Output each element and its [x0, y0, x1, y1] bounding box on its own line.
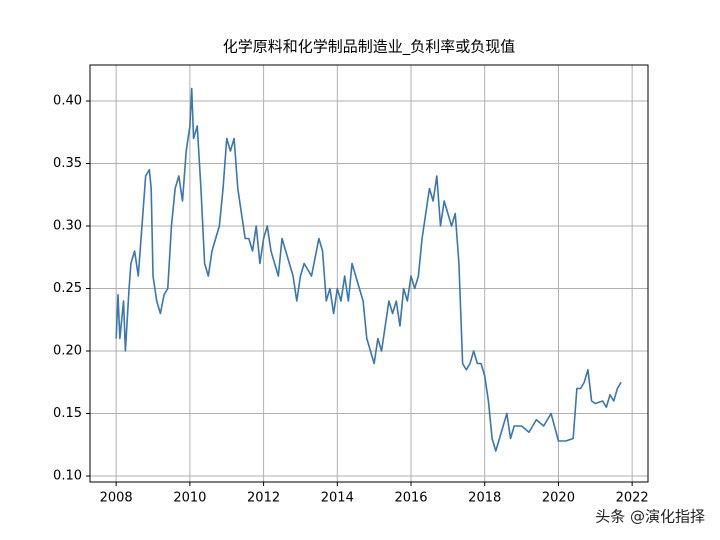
y-tick-label: 0.15: [53, 406, 82, 421]
x-tick-label: 2010: [173, 491, 206, 506]
y-tick-label: 0.40: [53, 94, 82, 109]
x-tick-label: 2008: [100, 491, 133, 506]
x-tick-label: 2014: [321, 491, 354, 506]
x-tick-label: 2016: [394, 491, 427, 506]
plot-frame: [89, 64, 649, 483]
y-tick-label: 0.35: [53, 156, 82, 171]
x-tick-label: 2018: [468, 491, 501, 506]
y-tick-label: 0.25: [53, 281, 82, 296]
x-tick-label: 2012: [247, 491, 280, 506]
x-tick-label: 2020: [542, 491, 575, 506]
y-tick-label: 0.20: [53, 344, 82, 359]
y-tick-label: 0.30: [53, 219, 82, 234]
chart-title: 化学原料和化学制品制造业_负利率或负现值: [223, 38, 516, 57]
y-tick-label: 0.10: [53, 469, 82, 484]
x-tick-label: 2022: [616, 491, 649, 506]
watermark: 头条 @演化指择: [595, 508, 705, 526]
data-line: [115, 87, 622, 452]
